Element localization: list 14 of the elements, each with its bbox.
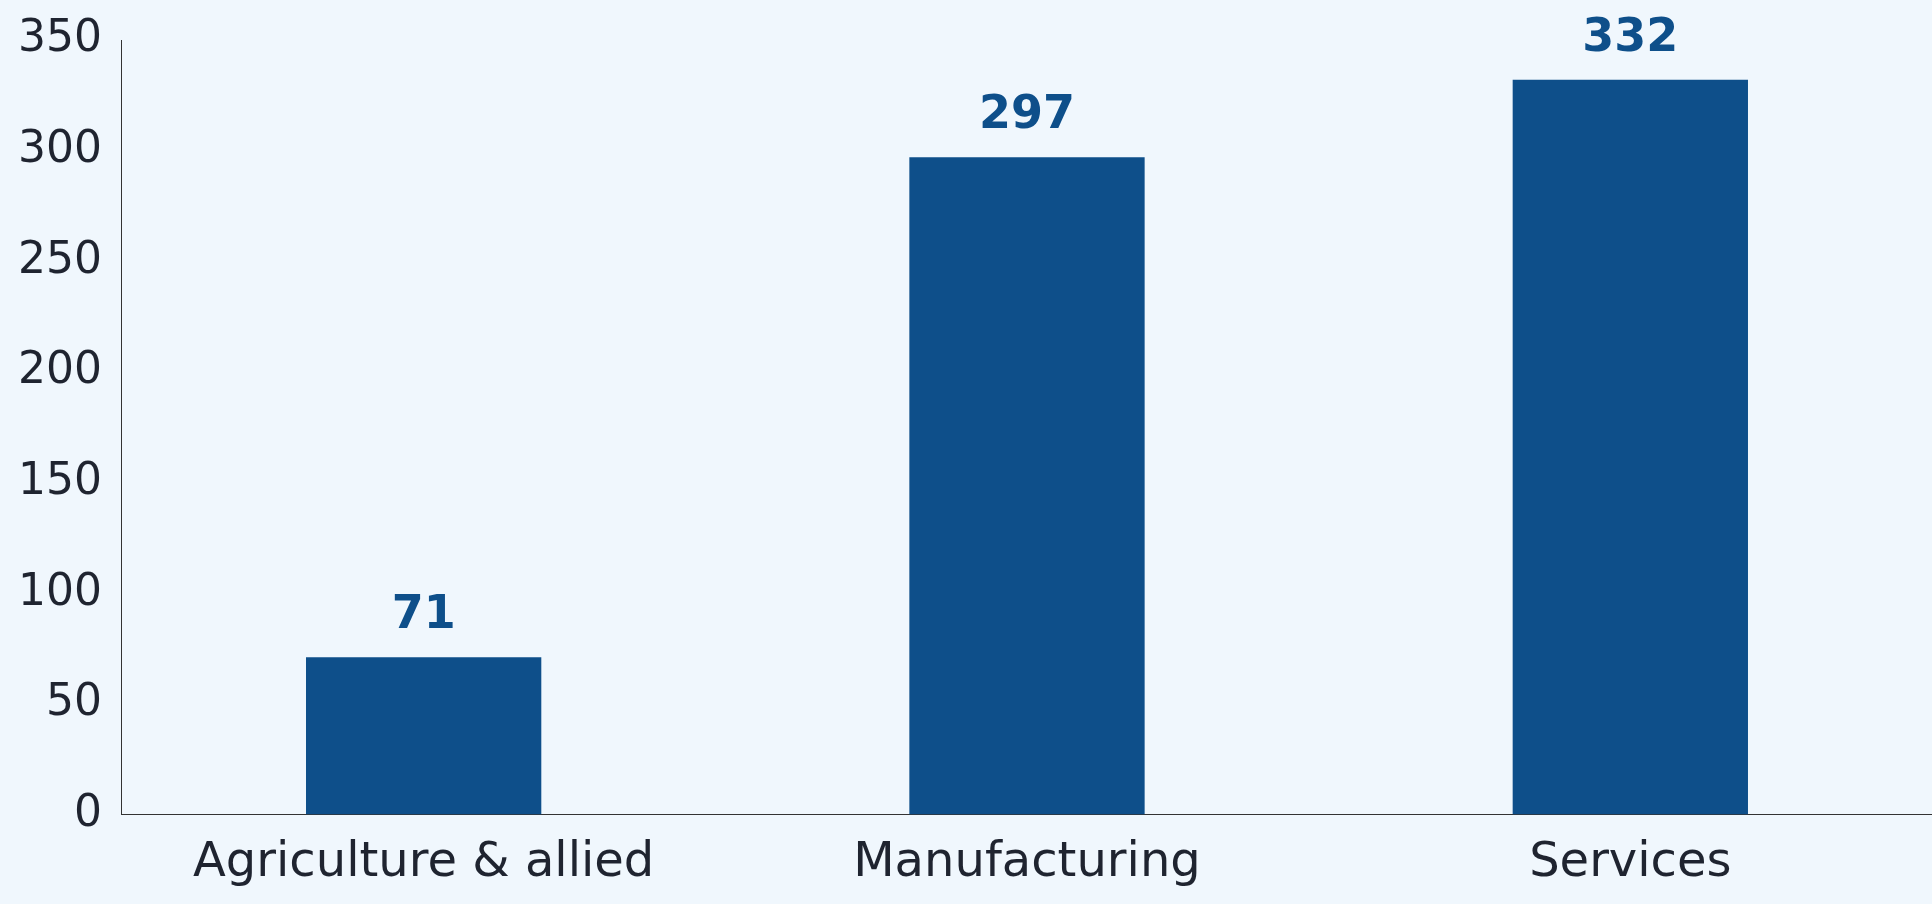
x-tick-label: Agriculture & allied	[192, 830, 655, 887]
data-label: 332	[1582, 7, 1679, 62]
y-tick-label: 200	[18, 342, 102, 394]
x-tick-label: Services	[1529, 830, 1732, 887]
y-tick-label: 300	[18, 121, 102, 173]
y-tick-label: 0	[73, 784, 102, 836]
y-tick-label: 50	[45, 674, 102, 726]
data-label: 297	[978, 85, 1076, 140]
y-tick-label: 150	[18, 452, 102, 504]
y-tick-label: 350	[18, 10, 102, 62]
y-tick-label: 250	[18, 231, 102, 283]
data-label: 71	[391, 585, 456, 640]
x-tick-label: Manufacturing	[853, 830, 1201, 887]
y-tick-label: 100	[18, 563, 102, 615]
